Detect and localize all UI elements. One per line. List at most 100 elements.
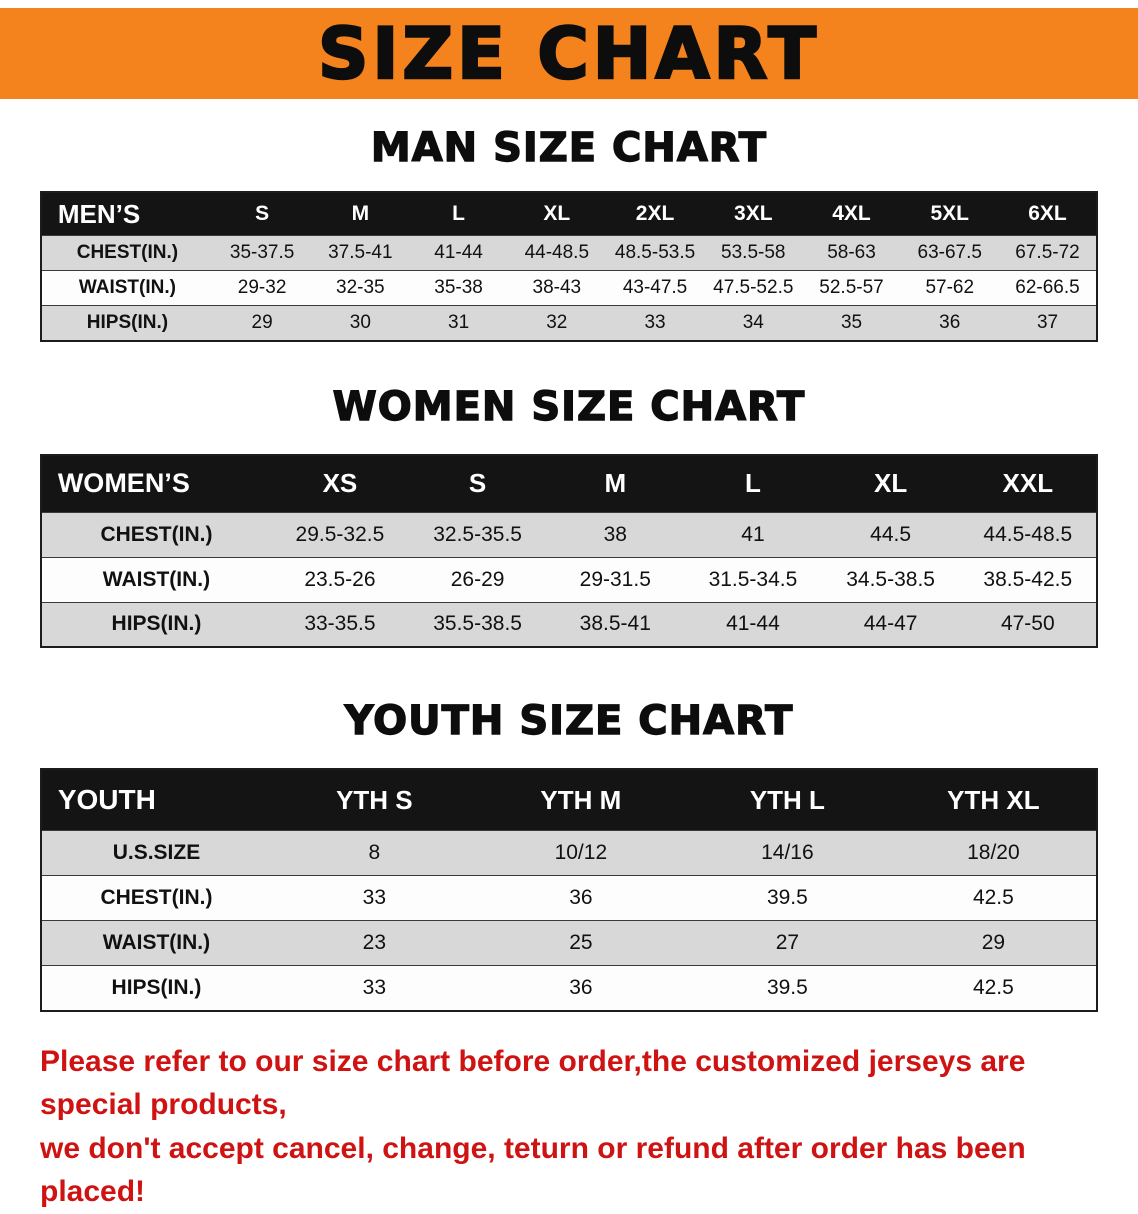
table-header-row: YOUTH YTH S YTH M YTH L YTH XL [40,769,1098,831]
size-value: 53.5-58 [721,242,786,263]
size-value: 31 [448,311,470,333]
table-row: HIPS(IN.) 29 30 31 32 33 34 35 36 37 [40,305,1098,341]
column-header: L [684,454,822,512]
size-value: 35 [840,311,863,333]
row-label: CHEST(IN.) [100,886,213,909]
size-value: 29 [251,311,273,333]
row-label: WAIST(IN.) [102,567,211,591]
column-header: M [311,192,410,236]
column-header: YTH XL [890,769,1098,831]
table-row: WAIST(IN.) 29-32 32-35 35-38 38-43 43-47.5 47.… [40,270,1098,306]
size-value: 33-35.5 [304,612,376,636]
table-title-cell: WOMEN’S [40,454,272,512]
size-value: 34.5-38.5 [846,567,935,591]
men-size-table: MEN’S S M L XL 2XL 3XL 4XL 5XL 6XL CHEST(IN.) 35-37… [39,191,1099,342]
size-value: 48.5-53.5 [614,242,696,263]
size-value: 52.5-57 [819,277,884,298]
column-header: XL [821,454,960,512]
table-row: CHEST(IN.) 35-37.5 37.5-41 41-44 44-48.5 48.5… [40,235,1098,271]
table-row: U.S.SIZE 8 10/12 14/16 18/20 [40,830,1098,876]
table-row: HIPS(IN.) 33-35.5 35.5-38.5 38.5-41 41-44 44-… [40,602,1098,647]
size-value: 33 [644,311,666,333]
size-value: 29-32 [237,277,287,298]
size-value: 41-44 [726,612,780,636]
size-value: 18/20 [967,841,1020,864]
row-label: HIPS(IN.) [111,975,202,999]
section-title: MAN SIZE CHART [370,124,768,171]
size-value: 29.5-32.5 [295,522,385,546]
size-value: 30 [349,311,371,333]
table-title-cell: YOUTH [40,769,272,831]
size-value: 38-43 [532,277,582,298]
size-value: 44.5-48.5 [983,522,1073,546]
column-header: 6XL [998,192,1098,236]
size-value: 10/12 [554,841,608,864]
size-value: 33 [362,886,387,909]
column-header: S [408,454,547,512]
row-label: U.S.SIZE [112,841,201,864]
table-row: WAIST(IN.) 23 25 27 29 [40,920,1098,966]
size-value: 57-62 [925,277,975,298]
disclaimer-line-2: we don't accept cancel, change, teturn o… [40,1131,1026,1209]
size-value: 63-67.5 [917,242,982,263]
size-value: 25 [569,931,593,954]
size-value: 44-48.5 [524,242,590,263]
size-value: 38 [603,522,627,546]
size-value: 44.5 [870,522,912,546]
size-value: 37 [1036,311,1059,333]
column-header: YTH L [684,769,891,831]
size-value: 32-35 [336,277,385,298]
size-value: 14/16 [761,841,814,864]
size-value: 67.5-72 [1015,242,1080,263]
size-value: 37.5-41 [328,242,393,263]
youth-size-chart-section: YOUTH SIZE CHART YOUTH YTH S YTH M YTH L YTH… [0,697,1138,1012]
youth-size-table: YOUTH YTH S YTH M YTH L YTH XL U.S.SIZE 8 10/12… [39,768,1099,1012]
man-size-chart-section: MAN SIZE CHART MEN’S S M L XL 2XL 3XL 4XL 5XL 6XL… [0,124,1138,342]
size-value: 47.5-52.5 [713,277,794,298]
column-header: M [546,454,685,512]
column-header: S [212,192,312,236]
size-value: 23.5-26 [304,567,376,591]
row-label: WAIST(IN.) [78,277,176,298]
size-value: 39.5 [766,975,808,999]
table-row: CHEST(IN.) 29.5-32.5 32.5-35.5 38 41 44.5 44.5… [40,512,1098,557]
size-value: 36 [939,311,961,333]
table-row: CHEST(IN.) 33 36 39.5 42.5 [40,875,1098,921]
table-title-cell: MEN’S [40,192,213,236]
banner: SIZE CHART [0,8,1138,99]
size-value: 35-38 [434,277,483,298]
section-title: YOUTH SIZE CHART [344,697,794,744]
size-value: 42.5 [972,975,1014,999]
size-value: 36 [569,886,593,909]
size-value: 34 [742,311,764,333]
size-value: 35.5-38.5 [433,612,522,636]
column-header: YTH M [477,769,685,831]
size-value: 32.5-35.5 [433,522,522,546]
row-label: HIPS(IN.) [86,311,169,333]
size-value: 41 [741,522,765,546]
column-header: XL [507,192,606,236]
size-value: 31.5-34.5 [708,567,798,591]
women-size-table: WOMEN’S XS S M L XL XXL CHEST(IN.) 29.5-32.5 32.5… [39,453,1099,648]
table-header-row: MEN’S S M L XL 2XL 3XL 4XL 5XL 6XL [40,192,1098,236]
column-header: 4XL [802,192,901,236]
size-value: 39.5 [766,886,808,909]
disclaimer: Please refer to our size chart before or… [40,1040,1098,1214]
page-title: SIZE CHART [317,12,821,95]
column-header: 3XL [704,192,803,236]
size-value: 62-66.5 [1015,277,1080,298]
column-header: YTH S [271,769,478,831]
size-value: 41-44 [434,242,483,263]
size-value: 38.5-42.5 [983,567,1073,591]
size-value: 26-29 [450,567,505,591]
size-value: 27 [775,931,800,954]
size-value: 35-37.5 [229,242,295,263]
row-label: CHEST(IN.) [76,242,179,263]
table-row: HIPS(IN.) 33 36 39.5 42.5 [40,965,1098,1011]
size-value: 8 [368,841,381,864]
column-header: XXL [959,454,1098,512]
size-value: 44-47 [863,612,918,636]
row-label: CHEST(IN.) [100,522,213,546]
disclaimer-line-1: Please refer to our size chart before or… [40,1044,1026,1122]
column-header: 2XL [605,192,705,236]
